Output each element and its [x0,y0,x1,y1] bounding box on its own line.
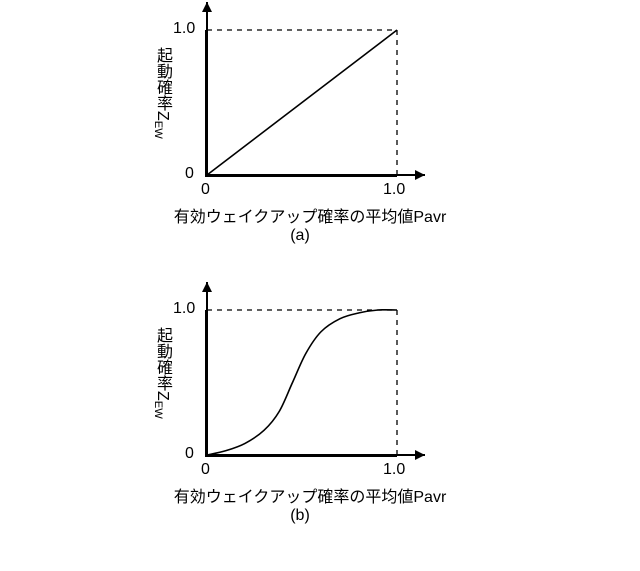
data-curve [207,310,397,455]
y-tick-low: 0 [185,445,194,463]
y-axis-label: 起動確率ZEW [150,327,174,419]
x-axis-label-main: 有効ウェイクアップ確率の平均値Pavr [174,209,447,226]
x-tick-low: 0 [201,461,210,479]
y-axis-label-sub: EW [152,401,164,419]
x-axis-label: 有効ウェイクアップ確率の平均値Pavr [150,483,470,507]
panel-sublabel: (a) [280,227,320,245]
panel-sublabel: (b) [280,507,320,525]
y-axis-label-main: 起動確率Z [154,327,171,401]
y-tick-low: 0 [185,165,194,183]
chart-svg [207,2,435,185]
x-axis-label-main: 有効ウェイクアップ確率の平均値Pavr [174,489,447,506]
y-tick-high: 1.0 [173,300,195,318]
plot-area [205,310,397,457]
y-axis-label-sub: EW [152,121,164,139]
chart-svg [207,282,435,465]
x-axis-label: 有効ウェイクアップ確率の平均値Pavr [150,203,470,227]
figure-root: 起動確率ZEW 1.0 0 0 1.0 有効ウェイクアップ確率の平均値Pavr … [0,0,640,571]
x-tick-high: 1.0 [383,461,405,479]
x-tick-low: 0 [201,181,210,199]
y-tick-high: 1.0 [173,20,195,38]
data-curve [207,30,397,175]
y-axis-label: 起動確率ZEW [150,47,174,139]
x-tick-high: 1.0 [383,181,405,199]
plot-area [205,30,397,177]
y-axis-label-main: 起動確率Z [154,47,171,121]
